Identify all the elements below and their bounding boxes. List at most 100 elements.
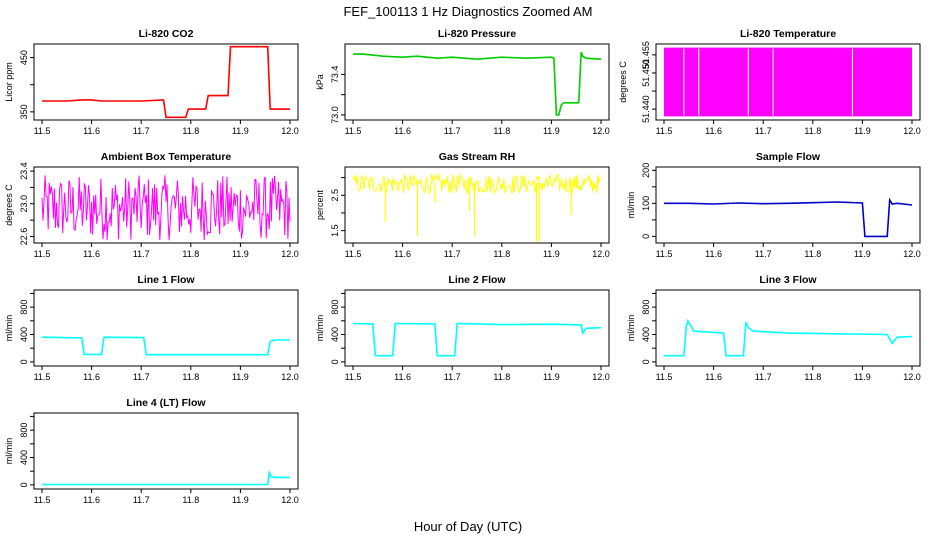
x-tick-label: 11.7 bbox=[133, 249, 150, 259]
x-tick-label: 11.7 bbox=[444, 126, 461, 136]
series-band bbox=[664, 47, 912, 117]
series-line bbox=[42, 469, 290, 486]
y-tick-label: 800 bbox=[19, 423, 29, 438]
y-tick-label: 400 bbox=[19, 327, 29, 342]
x-tick-label: 11.8 bbox=[182, 249, 199, 259]
series-line bbox=[352, 322, 602, 357]
x-tick-label: 11.6 bbox=[394, 249, 411, 259]
y-tick-label: 400 bbox=[19, 450, 29, 465]
panel-title: Sample Flow bbox=[756, 151, 821, 163]
data-layer bbox=[42, 469, 290, 486]
x-tick-label: 11.6 bbox=[83, 372, 100, 382]
panel-title: Line 4 (LT) Flow bbox=[126, 397, 206, 409]
series-line bbox=[42, 45, 290, 119]
x-tick-label: 11.7 bbox=[133, 372, 150, 382]
plot-frame bbox=[33, 289, 299, 367]
x-tick-label: 11.5 bbox=[656, 372, 673, 382]
x-tick-label: 11.6 bbox=[705, 372, 722, 382]
data-layer bbox=[41, 175, 291, 241]
x-tick-label: 11.6 bbox=[83, 126, 100, 136]
panel-licor_temp: Li-820 Temperature 11.5 11.6 11.7 11.8 11.9 12… bbox=[618, 28, 921, 136]
x-tick-label: 11.9 bbox=[232, 249, 249, 259]
x-tick-label: 11.9 bbox=[854, 372, 871, 382]
panel-title: Li-820 CO2 bbox=[139, 28, 194, 40]
x-tick-label: 11.6 bbox=[705, 126, 722, 136]
plot-frame bbox=[33, 166, 299, 244]
x-tick-label: 11.6 bbox=[394, 372, 411, 382]
y-tick-label: 23.4 bbox=[19, 162, 29, 180]
data-layer bbox=[42, 45, 290, 119]
x-tick-label: 11.9 bbox=[854, 249, 871, 259]
data-layer bbox=[353, 51, 602, 116]
x-tick-label: 11.7 bbox=[444, 249, 461, 259]
data-layer bbox=[41, 336, 290, 356]
x-tick-label: 11.9 bbox=[854, 126, 871, 136]
plot-frame bbox=[655, 43, 921, 121]
y-tick-label: 0 bbox=[330, 359, 340, 364]
y-axis-label: percent bbox=[315, 189, 325, 220]
x-tick-label: 11.5 bbox=[656, 249, 673, 259]
y-tick-label: 51.440 bbox=[641, 95, 651, 123]
plot-frame bbox=[655, 289, 921, 367]
plot-frame bbox=[344, 43, 610, 121]
data-layer bbox=[664, 47, 912, 117]
x-tick-label: 11.5 bbox=[34, 372, 51, 382]
x-tick-label: 12.0 bbox=[903, 126, 921, 136]
x-tick-label: 11.8 bbox=[804, 126, 821, 136]
y-tick-label: 2.5 bbox=[330, 189, 340, 202]
y-axis-label: ml/min bbox=[315, 315, 325, 342]
y-tick-label: 73.4 bbox=[330, 66, 340, 84]
panel-box_temp: Ambient Box Temperature 11.5 11.6 11.7 11.8 1… bbox=[4, 151, 299, 259]
x-tick-label: 12.0 bbox=[281, 495, 299, 505]
y-tick-label: 450 bbox=[19, 50, 29, 65]
x-tick-label: 11.5 bbox=[34, 126, 51, 136]
panel-rh: Gas Stream RH 11.5 11.6 11.7 11.8 11.9 12.0 1.5… bbox=[315, 151, 610, 259]
x-tick-label: 11.5 bbox=[34, 249, 51, 259]
data-layer bbox=[352, 172, 602, 242]
x-tick-label: 11.9 bbox=[232, 495, 249, 505]
panel-line4: Line 4 (LT) Flow 11.5 11.6 11.7 11.8 11.9 12.0… bbox=[4, 397, 299, 505]
y-tick-label: 22.6 bbox=[19, 228, 29, 246]
x-tick-label: 11.5 bbox=[345, 372, 362, 382]
x-tick-label: 11.5 bbox=[656, 126, 673, 136]
panel-title: Ambient Box Temperature bbox=[101, 151, 232, 163]
y-axis-label: Licor ppm bbox=[4, 62, 14, 102]
data-layer bbox=[352, 322, 602, 357]
y-tick-label: 51.455 bbox=[641, 41, 651, 69]
y-tick-label: 800 bbox=[641, 300, 651, 315]
panel-co2: Li-820 CO2 11.5 11.6 11.7 11.8 11.9 12.0 350 450… bbox=[4, 28, 299, 136]
x-tick-label: 11.8 bbox=[493, 249, 510, 259]
x-tick-label: 11.6 bbox=[394, 126, 411, 136]
y-tick-label: 350 bbox=[19, 104, 29, 119]
y-tick-label: 800 bbox=[330, 300, 340, 315]
plot-frame bbox=[33, 43, 299, 121]
series-line bbox=[352, 172, 602, 196]
y-tick-label: 800 bbox=[19, 300, 29, 315]
y-axis-label: degrees C bbox=[618, 61, 628, 103]
y-axis-label: ml/min bbox=[4, 438, 14, 465]
x-tick-label: 11.7 bbox=[133, 495, 150, 505]
panel-line2: Line 2 Flow 11.5 11.6 11.7 11.8 11.9 12.0 0 400 8… bbox=[315, 274, 610, 382]
x-tick-label: 11.8 bbox=[182, 372, 199, 382]
y-tick-label: 400 bbox=[641, 327, 651, 342]
series-line bbox=[41, 175, 291, 241]
panel-sample_flow: Sample Flow 11.5 11.6 11.7 11.8 11.9 12.0 0 100 2… bbox=[626, 151, 921, 259]
x-tick-label: 12.0 bbox=[281, 372, 299, 382]
x-tick-label: 11.9 bbox=[543, 126, 560, 136]
x-tick-label: 11.7 bbox=[133, 126, 150, 136]
x-tick-label: 11.9 bbox=[232, 126, 249, 136]
y-tick-label: 51.450 bbox=[641, 59, 651, 87]
x-tick-label: 11.5 bbox=[345, 126, 362, 136]
panel-pressure: Li-820 Pressure 11.5 11.6 11.7 11.8 11.9 12.0 7… bbox=[315, 28, 610, 136]
y-axis-label: ml/min bbox=[626, 192, 636, 219]
x-tick-label: 12.0 bbox=[592, 126, 610, 136]
x-tick-label: 12.0 bbox=[592, 372, 610, 382]
y-axis-label: kPa bbox=[315, 74, 325, 90]
y-tick-label: 1.5 bbox=[330, 224, 340, 237]
x-tick-label: 12.0 bbox=[281, 126, 299, 136]
panel-grid: Li-820 CO2 11.5 11.6 11.7 11.8 11.9 12.0 350 450… bbox=[4, 28, 921, 505]
x-tick-label: 12.0 bbox=[592, 249, 610, 259]
x-tick-label: 11.6 bbox=[83, 495, 100, 505]
x-tick-label: 12.0 bbox=[903, 372, 921, 382]
